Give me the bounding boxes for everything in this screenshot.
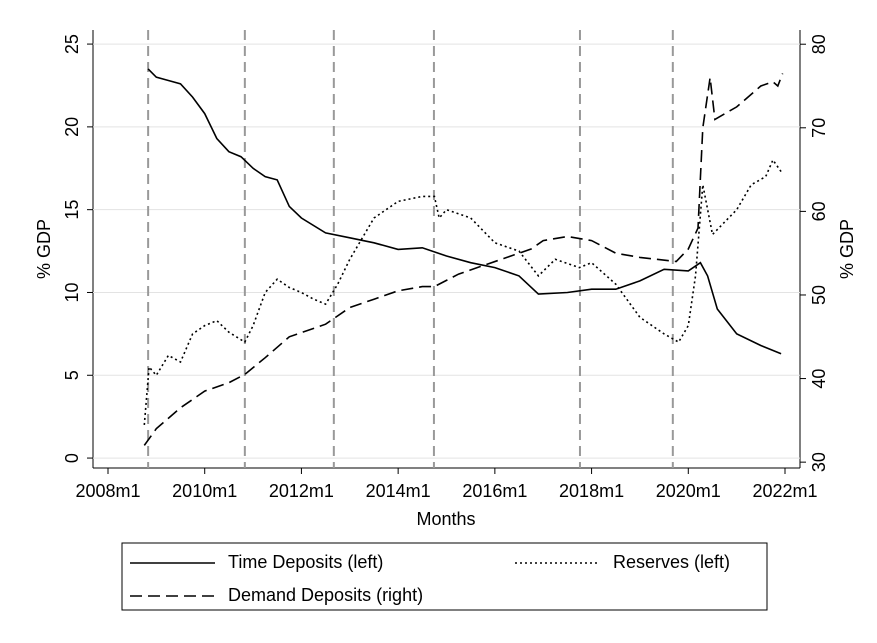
y-tick-label: 25 bbox=[62, 34, 82, 54]
y-tick-label: 20 bbox=[62, 117, 82, 137]
x-tick-label: 2020m1 bbox=[656, 481, 721, 501]
x-tick-label: 2014m1 bbox=[366, 481, 431, 501]
x-tick-label: 2008m1 bbox=[75, 481, 140, 501]
x-axis-title: Months bbox=[416, 509, 475, 529]
x-tick-label: 2016m1 bbox=[462, 481, 527, 501]
legend-label: Demand Deposits (right) bbox=[228, 585, 423, 605]
series-line bbox=[147, 68, 782, 355]
y2-tick-label: 60 bbox=[809, 201, 829, 221]
y-tick-label: 15 bbox=[62, 200, 82, 220]
legend-box bbox=[121, 542, 768, 611]
legend-label: Time Deposits (left) bbox=[228, 552, 383, 572]
series-line bbox=[143, 158, 782, 425]
y2-tick-label: 80 bbox=[809, 34, 829, 54]
y2-tick-label: 70 bbox=[809, 118, 829, 138]
x-tick-label: 2022m1 bbox=[752, 481, 817, 501]
y2-tick-label: 30 bbox=[809, 452, 829, 472]
x-tick-label: 2018m1 bbox=[559, 481, 624, 501]
y-tick-label: 5 bbox=[62, 370, 82, 380]
legend-label: Reserves (left) bbox=[613, 552, 730, 572]
y2-tick-label: 50 bbox=[809, 285, 829, 305]
y-axis-title: % GDP bbox=[34, 219, 54, 279]
y2-tick-label: 40 bbox=[809, 369, 829, 389]
series-line bbox=[143, 73, 784, 446]
x-tick-label: 2010m1 bbox=[172, 481, 237, 501]
y-tick-label: 0 bbox=[62, 453, 82, 463]
x-tick-label: 2012m1 bbox=[269, 481, 334, 501]
y-tick-label: 10 bbox=[62, 282, 82, 302]
y2-axis-title: % GDP bbox=[837, 219, 857, 279]
